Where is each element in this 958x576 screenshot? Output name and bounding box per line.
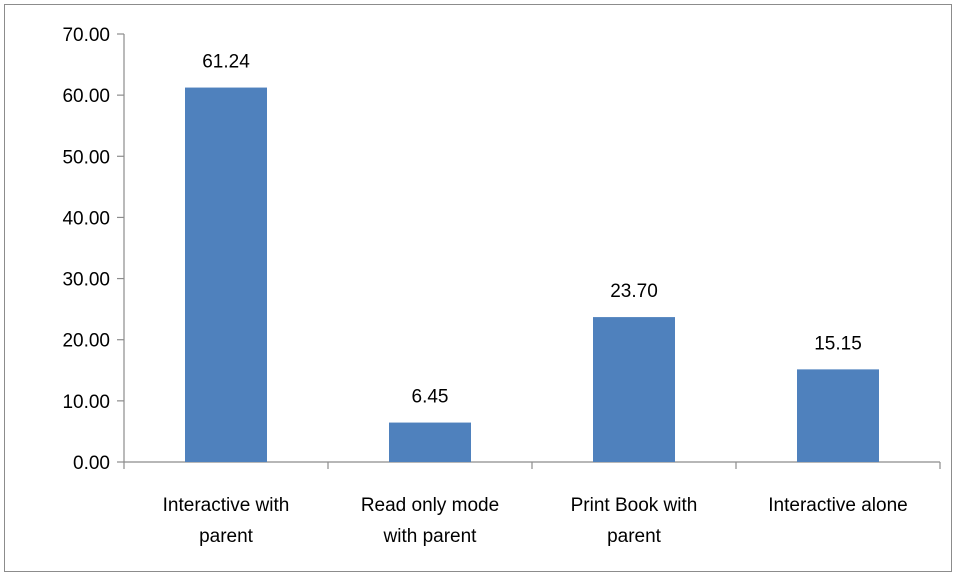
bar	[389, 422, 471, 462]
chart-labels: 0.00 10.00 20.00 30.00 40.00 50.00 60.00 70.00 6…	[62, 25, 907, 547]
y-tick-label: 0.00	[73, 453, 110, 474]
data-label: 61.24	[202, 52, 250, 73]
bar	[593, 317, 675, 462]
category-label-line: Print Book with	[571, 495, 698, 516]
data-label: 15.15	[814, 333, 862, 354]
category-label: Interactive with parent	[163, 495, 290, 547]
category-label: Print Book with parent	[571, 495, 698, 547]
category-label-line: with parent	[383, 526, 478, 547]
category-label-line: Read only mode	[361, 495, 499, 516]
y-tick-label: 40.00	[62, 208, 110, 229]
bar	[797, 369, 879, 462]
data-label: 6.45	[412, 387, 449, 408]
y-tick-label: 60.00	[62, 86, 110, 107]
chart-bars	[185, 87, 879, 462]
chart-frame	[4, 4, 952, 572]
category-label-line: parent	[607, 526, 662, 547]
y-tick-label: 10.00	[62, 392, 110, 413]
y-tick-label: 20.00	[62, 331, 110, 352]
category-label-line: Interactive with	[163, 495, 290, 516]
bar	[185, 87, 267, 462]
y-tick-label: 50.00	[62, 147, 110, 168]
category-label: Interactive alone	[768, 495, 907, 516]
data-label: 23.70	[610, 281, 658, 302]
y-tick-label: 70.00	[62, 25, 110, 46]
y-tick-label: 30.00	[62, 270, 110, 291]
category-label-line: parent	[199, 526, 254, 547]
category-label: Read only mode with parent	[361, 495, 499, 547]
category-label-line: Interactive alone	[768, 495, 907, 516]
